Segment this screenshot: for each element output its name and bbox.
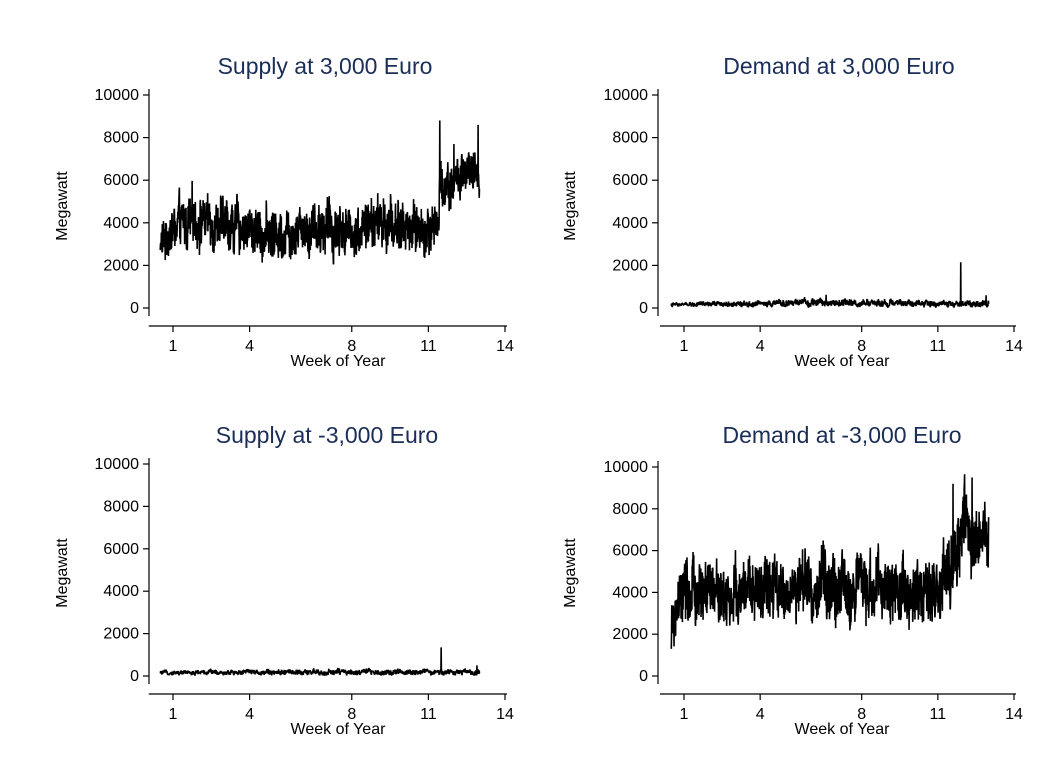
y-tick-label: 0 — [639, 300, 648, 317]
y-axis-title: Megawatt — [562, 538, 579, 608]
x-tick-label: 14 — [1005, 338, 1023, 355]
panel-supply-3000: Supply at 3,000 Euro Megawatt Week of Ye… — [54, 53, 514, 370]
x-tick-label: 1 — [169, 706, 178, 723]
y-axis-title: Megawatt — [562, 171, 579, 241]
series-line — [670, 474, 990, 649]
x-tick-label: 4 — [245, 706, 254, 723]
y-tick-label: 10000 — [604, 459, 649, 476]
y-tick-label: 10000 — [604, 87, 649, 104]
y-tick-label: 8000 — [612, 501, 648, 518]
y-tick-label: 6000 — [612, 172, 648, 189]
x-tick-label: 8 — [857, 706, 866, 723]
y-tick-label: 8000 — [612, 130, 648, 147]
x-tick-label: 4 — [756, 338, 765, 355]
panel-title: Supply at -3,000 Euro — [216, 422, 438, 448]
x-axis-title: Week of Year — [795, 721, 891, 738]
series-line — [670, 262, 990, 308]
x-tick-label: 11 — [420, 338, 437, 355]
x-axis-title: Week of Year — [291, 353, 387, 370]
x-tick-label: 14 — [496, 338, 514, 355]
x-axis-title: Week of Year — [291, 721, 387, 738]
x-tick-label: 8 — [857, 338, 866, 355]
y-tick-label: 6000 — [612, 543, 648, 560]
x-tick-label: 11 — [420, 706, 437, 723]
x-tick-label: 11 — [930, 706, 947, 723]
y-tick-label: 4000 — [103, 215, 139, 232]
y-axis-title: Megawatt — [54, 171, 71, 241]
y-tick-label: 6000 — [103, 541, 139, 558]
panel-demand-3000: Demand at 3,000 Euro Megawatt Week of Ye… — [562, 53, 1023, 370]
y-tick-label: 0 — [639, 668, 648, 685]
y-tick-label: 2000 — [612, 626, 648, 643]
x-tick-label: 8 — [347, 706, 356, 723]
y-tick-label: 0 — [130, 668, 139, 685]
series-line — [159, 647, 481, 677]
series-line — [159, 120, 481, 265]
x-tick-label: 1 — [169, 338, 178, 355]
x-tick-label: 8 — [347, 338, 356, 355]
x-tick-label: 1 — [680, 338, 689, 355]
y-tick-label: 4000 — [103, 583, 139, 600]
x-tick-label: 4 — [245, 338, 254, 355]
panel-supply-minus-3000: Supply at -3,000 Euro Megawatt Week of Y… — [54, 422, 514, 738]
y-tick-label: 8000 — [103, 130, 139, 147]
x-tick-label: 4 — [756, 706, 765, 723]
panel-demand-minus-3000: Demand at -3,000 Euro Megawatt Week of Y… — [562, 422, 1023, 738]
y-tick-label: 4000 — [612, 215, 648, 232]
x-tick-label: 1 — [680, 706, 689, 723]
y-tick-label: 0 — [130, 300, 139, 317]
y-tick-label: 10000 — [95, 456, 140, 473]
x-tick-label: 14 — [496, 706, 514, 723]
y-tick-label: 2000 — [103, 257, 139, 274]
y-tick-label: 10000 — [95, 87, 140, 104]
panel-title: Demand at -3,000 Euro — [722, 422, 961, 448]
x-tick-label: 14 — [1005, 706, 1023, 723]
y-axis-title: Megawatt — [54, 538, 71, 608]
y-tick-label: 4000 — [612, 584, 648, 601]
y-tick-label: 8000 — [103, 498, 139, 515]
x-tick-label: 11 — [930, 338, 947, 355]
y-tick-label: 6000 — [103, 172, 139, 189]
x-axis-title: Week of Year — [795, 353, 891, 370]
y-tick-label: 2000 — [103, 626, 139, 643]
panel-title: Demand at 3,000 Euro — [723, 53, 954, 79]
y-tick-label: 2000 — [612, 257, 648, 274]
panel-title: Supply at 3,000 Euro — [218, 53, 433, 79]
